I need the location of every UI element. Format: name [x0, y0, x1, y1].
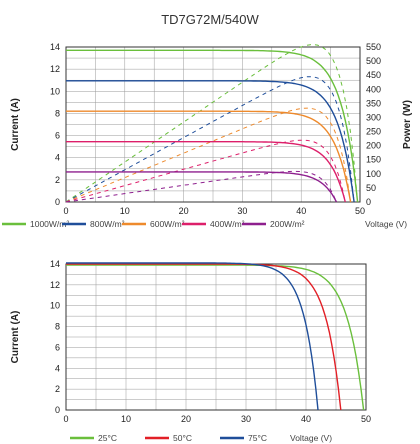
- iv-curve: [66, 141, 346, 203]
- y-tick-label: 4: [55, 153, 60, 163]
- y-tick-label: 6: [55, 342, 60, 352]
- x-tick-label: 20: [181, 414, 191, 424]
- y-tick-label: 14: [50, 42, 60, 52]
- y2-tick-label: 500: [366, 56, 381, 66]
- y2-tick-label: 400: [366, 84, 381, 94]
- iv-curve: [66, 263, 342, 411]
- y2-tick-label: 200: [366, 141, 381, 151]
- y-tick-label: 12: [50, 280, 60, 290]
- y-tick-label: 14: [50, 259, 60, 269]
- legend-label: 200W/m²: [270, 219, 305, 229]
- x-tick-label: 30: [241, 414, 251, 424]
- x-tick-label: 30: [237, 206, 247, 216]
- x-axis-title: Voltage (V): [290, 433, 332, 443]
- x-tick-label: 10: [120, 206, 130, 216]
- x-tick-label: 20: [179, 206, 189, 216]
- x-tick-label: 0: [63, 206, 68, 216]
- legend-label: 400W/m²: [210, 219, 245, 229]
- iv-curve: [66, 171, 338, 203]
- y2-tick-label: 450: [366, 70, 381, 80]
- y-tick-label: 6: [55, 131, 60, 141]
- y-tick-label: 4: [55, 363, 60, 373]
- iv-curve: [66, 262, 319, 411]
- y-tick-label: 12: [50, 64, 60, 74]
- y-axis-title: Current (A): [10, 311, 21, 364]
- plot-frame: [65, 46, 361, 203]
- y-tick-label: 8: [55, 322, 60, 332]
- x-tick-label: 50: [361, 414, 371, 424]
- iv-curve: [66, 49, 359, 203]
- iv-curve: [66, 80, 355, 203]
- x-tick-label: 50: [355, 206, 365, 216]
- power-curve: [65, 107, 352, 203]
- y2-tick-label: 250: [366, 127, 381, 137]
- y2-tick-label: 150: [366, 155, 381, 165]
- x-tick-label: 10: [121, 414, 131, 424]
- legend-label: 1000W/m²: [30, 219, 69, 229]
- y-tick-label: 0: [55, 197, 60, 207]
- y-tick-label: 8: [55, 108, 60, 118]
- y2-tick-label: 350: [366, 98, 381, 108]
- y2-tick-label: 550: [366, 42, 381, 52]
- iv-curve: [66, 264, 365, 411]
- y2-tick-label: 50: [366, 183, 376, 193]
- iv-curve: [66, 110, 352, 203]
- x-tick-label: 40: [296, 206, 306, 216]
- y-tick-label: 2: [55, 384, 60, 394]
- y-axis-title: Current (A): [10, 98, 21, 151]
- legend-label: 600W/m²: [150, 219, 185, 229]
- legend-label: 75°C: [248, 433, 267, 443]
- y2-tick-label: 100: [366, 169, 381, 179]
- legend-label: 800W/m²: [90, 219, 125, 229]
- y2-tick-label: 300: [366, 112, 381, 122]
- x-axis-title: Voltage (V): [365, 219, 407, 229]
- temperature-chart: 0 10 20 30 40 50 0 2 4 6 8 10 12 14 Current (A) 25°C 50°…: [10, 259, 371, 443]
- x-tick-label: 0: [63, 414, 68, 424]
- y-tick-label: 0: [55, 405, 60, 415]
- x-tick-label: 40: [301, 414, 311, 424]
- power-curve: [65, 76, 355, 203]
- legend-label: 50°C: [173, 433, 192, 443]
- chart-title: TD7G72M/540W: [161, 12, 259, 27]
- y-tick-label: 2: [55, 175, 60, 185]
- y2-axis-title: Power (W): [402, 100, 413, 149]
- y2-tick-label: 0: [366, 197, 371, 207]
- legend-label: 25°C: [98, 433, 117, 443]
- y-tick-label: 10: [50, 86, 60, 96]
- power-curve: [65, 170, 337, 203]
- power-curve: [65, 44, 359, 203]
- power-curve: [65, 139, 346, 203]
- y-tick-label: 10: [50, 301, 60, 311]
